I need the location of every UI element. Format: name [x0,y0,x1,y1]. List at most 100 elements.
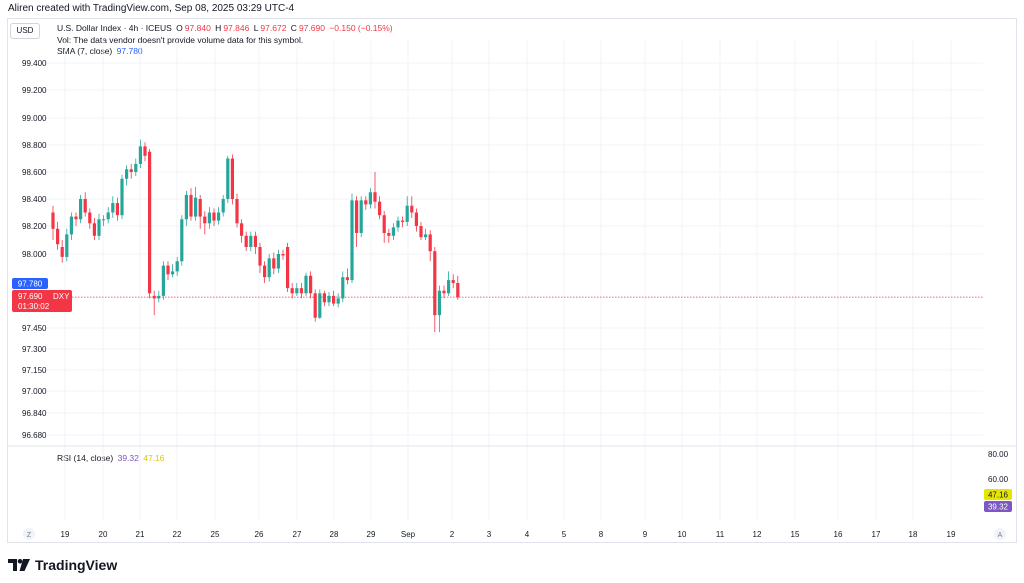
time-tick-label: 2 [450,530,455,539]
time-tick-label: 19 [61,530,70,539]
rsi-legend[interactable]: RSI (14, close) 39.32 47.16 [57,453,167,463]
candle-body [276,254,280,269]
rsi-tag [984,501,1012,512]
chart-frame [7,18,1017,543]
candle-body [194,197,198,217]
candle-body [313,293,317,318]
currency-button[interactable]: USD [10,23,40,39]
candle-body [106,212,110,220]
time-tick-label: 12 [753,530,762,539]
close-value: 97.690 [298,23,325,33]
price-axis: 99.400 99.200 99.000 98.800 98.600 98.400 98.2… [22,59,47,440]
candle-body [428,234,432,252]
time-tick-label: 4 [525,530,530,539]
candle-body [60,247,64,257]
candle-body [272,258,276,269]
tradingview-logo-icon [8,559,30,571]
candle-body [414,212,418,226]
candle-body [350,200,354,281]
auto-scale-button[interactable] [994,528,1006,540]
candle-body [83,199,87,213]
candle-body [364,200,368,205]
candle-body [253,235,257,247]
high-value: 97.846 [223,23,250,33]
price-tick-label: 99.400 [22,59,47,68]
price-tick-label: 98.600 [22,168,47,177]
time-tick-label: 27 [293,530,302,539]
grid-lines [45,40,983,520]
candle-body [249,235,253,247]
candle-body [258,247,262,266]
candle-body [382,215,386,233]
sma-price-label: 97.780 [18,280,43,289]
candle-body [175,261,179,272]
candle-body [419,226,423,238]
price-tick-label: 96.840 [22,409,47,418]
time-tick-label: 15 [791,530,800,539]
candle-body [451,280,455,283]
last-price-label: 97.690 [18,292,43,301]
price-tick-label: 98.000 [22,250,47,259]
candle-body [359,200,363,233]
sma-legend[interactable]: SMA (7, close) 97.780 [57,46,145,56]
candle-body [345,277,349,281]
price-tick-label: 98.800 [22,141,47,150]
last-price-tag [12,290,72,312]
main-legend: U.S. Dollar Index · 4h · ICEUS O 97.840 H… [57,23,395,33]
price-tick-label: 98.200 [22,222,47,231]
candle-body [203,216,207,224]
candle-body [355,200,359,233]
candle-body [143,146,147,156]
candle-body [299,288,303,294]
high-label: H [215,23,222,33]
zoom-button[interactable] [23,528,35,540]
candle-body [157,295,161,299]
rsi-tick-label: 60.00 [988,475,1009,484]
time-tick-label: 28 [330,530,339,539]
candle-body [267,258,271,278]
time-tick-label: 16 [834,530,843,539]
candle-body [198,199,202,217]
candle-body [387,233,391,236]
time-tick-label: 17 [872,530,881,539]
candle-body [217,212,221,221]
change-value: −0.150 (−0.15%) [329,23,393,33]
symbol-title[interactable]: U.S. Dollar Index · 4h · ICEUS [57,23,172,33]
candle-body [115,203,119,216]
sma-value: 97.780 [116,46,143,56]
time-tick-label: 20 [99,530,108,539]
candle-body [221,199,225,213]
candle-body [424,234,428,238]
top-bar: Aliren created with TradingView.com, Sep… [0,0,1024,18]
candle-body [456,283,460,298]
candle-body [391,227,395,236]
candle-body [263,265,267,278]
candle-body [171,271,175,275]
countdown-label: 01:30:02 [18,302,50,311]
candles [51,139,460,333]
candle-body [102,219,106,221]
candle-body [244,235,248,247]
rsi-ma-value: 47.16 [143,453,165,463]
price-tick-label: 97.000 [22,387,47,396]
candle-body [125,169,129,179]
candle-body [290,288,294,294]
candle-body [378,201,382,216]
candle-body [69,216,73,235]
time-tick-label: 19 [947,530,956,539]
price-tick-label: 97.150 [22,366,47,375]
price-tick-label: 97.450 [22,324,47,333]
candle-body [79,199,83,220]
price-tick-label: 96.680 [22,431,47,440]
tradingview-logo[interactable]: TradingView [8,556,117,574]
candle-body [286,247,290,289]
candle-body [318,293,322,318]
low-label: L [253,23,259,33]
candle-body [327,295,331,303]
candle-body [65,234,69,257]
ticker-label: DXY [53,292,70,301]
candle-body [51,212,55,229]
close-label: C [290,23,297,33]
candle-body [405,205,409,222]
